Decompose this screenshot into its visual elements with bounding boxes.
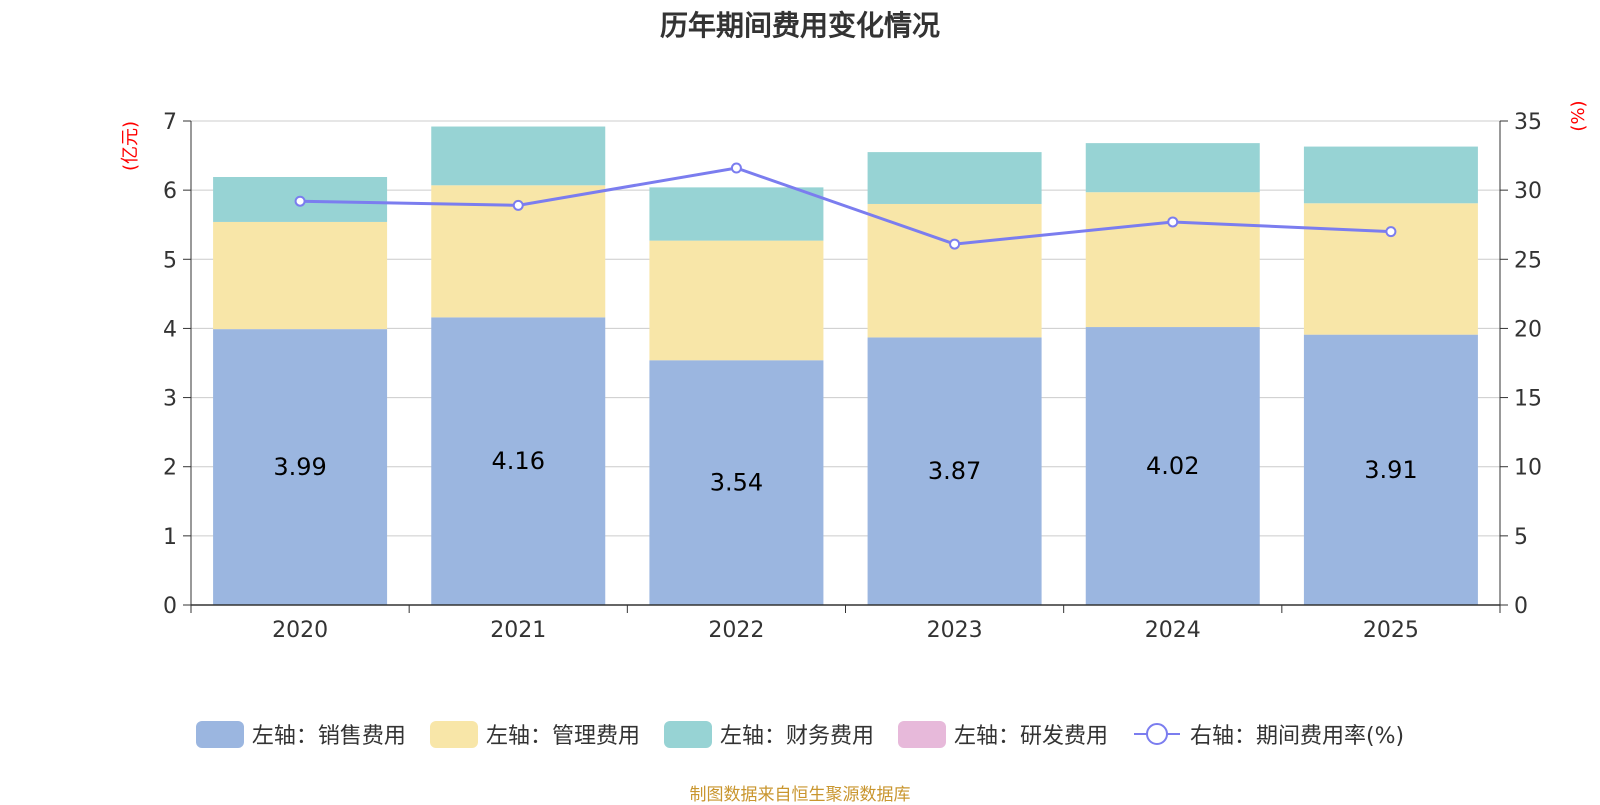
left-axis-tick-label: 0 bbox=[163, 594, 177, 619]
right-axis-tick-label: 10 bbox=[1514, 456, 1542, 481]
legend-label: 左轴：研发费用 bbox=[953, 724, 1108, 749]
line-series-point bbox=[294, 195, 306, 207]
legend-item-2[interactable]: 左轴：管理费用 bbox=[429, 718, 640, 750]
left-axis-tick-label: 1 bbox=[163, 525, 177, 550]
line-series-point bbox=[949, 238, 961, 250]
bar-data-label: 3.91 bbox=[1364, 456, 1417, 484]
bar-segment-1 bbox=[649, 360, 824, 605]
right-axis-tick-label: 0 bbox=[1514, 594, 1528, 619]
left-axis-tick-label: 6 bbox=[163, 179, 177, 204]
line-series-point bbox=[1385, 226, 1397, 238]
bar-segment-2 bbox=[1085, 192, 1260, 328]
legend-item-4[interactable]: 左轴：研发费用 bbox=[897, 718, 1108, 750]
bar-data-label: 4.16 bbox=[492, 447, 545, 475]
bar-segment-2 bbox=[213, 221, 388, 330]
legend-label: 左轴：管理费用 bbox=[485, 724, 640, 749]
right-axis-tick-label: 25 bbox=[1514, 248, 1542, 273]
left-axis-unit-label: (亿元) bbox=[120, 121, 141, 171]
legend-line-marker bbox=[1145, 723, 1168, 745]
bar-data-label: 4.02 bbox=[1146, 452, 1199, 480]
bar-segment-1 bbox=[1085, 327, 1260, 605]
line-series-point bbox=[730, 162, 742, 174]
x-axis-tick-label: 2024 bbox=[1145, 618, 1201, 643]
legend-label: 右轴：期间费用率(%) bbox=[1189, 724, 1405, 749]
x-axis-tick-label: 2023 bbox=[927, 618, 983, 643]
x-axis-tick-label: 2025 bbox=[1363, 618, 1419, 643]
legend: 左轴：销售费用 左轴：管理费用 左轴：财务费用 左轴：研发费用 右轴：期间费用率(%) bbox=[0, 718, 1600, 750]
source-note: 制图数据来自恒生聚源数据库 bbox=[689, 785, 911, 805]
bar-data-label: 3.54 bbox=[710, 469, 763, 497]
x-axis-tick-label: 2020 bbox=[272, 618, 328, 643]
legend-item-3[interactable]: 左轴：财务费用 bbox=[663, 718, 874, 750]
right-axis-tick-label: 35 bbox=[1514, 110, 1542, 135]
left-axis-tick-label: 2 bbox=[163, 456, 177, 481]
x-axis-tick-label: 2021 bbox=[490, 618, 546, 643]
left-axis-tick-label: 5 bbox=[163, 248, 177, 273]
bar-segment-2 bbox=[649, 240, 824, 361]
legend-item-1[interactable]: 左轴：销售费用 bbox=[195, 718, 406, 750]
bar-segment-2 bbox=[867, 203, 1042, 338]
bar-segment-3 bbox=[1085, 143, 1260, 193]
bar-segment-1 bbox=[213, 329, 388, 605]
line-series-point bbox=[1167, 216, 1179, 228]
line-series-point bbox=[512, 199, 524, 211]
legend-line-icon bbox=[1133, 723, 1180, 745]
left-axis-tick-label: 3 bbox=[163, 387, 177, 412]
bar-segment-2 bbox=[1303, 203, 1478, 335]
legend-label: 左轴：销售费用 bbox=[251, 724, 406, 749]
chart-title: 历年期间费用变化情况 bbox=[659, 9, 940, 42]
bar-segment-1 bbox=[1303, 334, 1478, 605]
right-axis-unit-label: (%) bbox=[1568, 100, 1589, 131]
bar-segment-3 bbox=[431, 126, 606, 186]
bar-data-label: 3.87 bbox=[928, 457, 981, 485]
x-axis-tick-label: 2022 bbox=[708, 618, 764, 643]
right-axis-tick-label: 20 bbox=[1514, 317, 1542, 342]
line-series-path bbox=[300, 166, 1391, 246]
legend-swatch bbox=[195, 720, 244, 748]
legend-swatch bbox=[663, 720, 712, 748]
bar-segment-3 bbox=[649, 187, 824, 241]
legend-item-line[interactable]: 右轴：期间费用率(%) bbox=[1132, 718, 1404, 750]
legend-label: 左轴：财务费用 bbox=[719, 724, 874, 749]
bar-segment-3 bbox=[867, 152, 1042, 204]
bar-segment-3 bbox=[1303, 146, 1478, 204]
left-axis-tick-label: 7 bbox=[163, 110, 177, 135]
right-axis-tick-label: 30 bbox=[1514, 179, 1542, 204]
legend-swatch bbox=[897, 720, 946, 748]
right-axis-tick-label: 15 bbox=[1514, 387, 1542, 412]
bar-segment-1 bbox=[867, 337, 1042, 605]
bar-data-label: 3.99 bbox=[273, 453, 326, 481]
left-axis-tick-label: 4 bbox=[163, 317, 177, 342]
right-axis-tick-label: 5 bbox=[1514, 525, 1528, 550]
bar-segment-1 bbox=[431, 317, 606, 605]
legend-swatch bbox=[429, 720, 478, 748]
